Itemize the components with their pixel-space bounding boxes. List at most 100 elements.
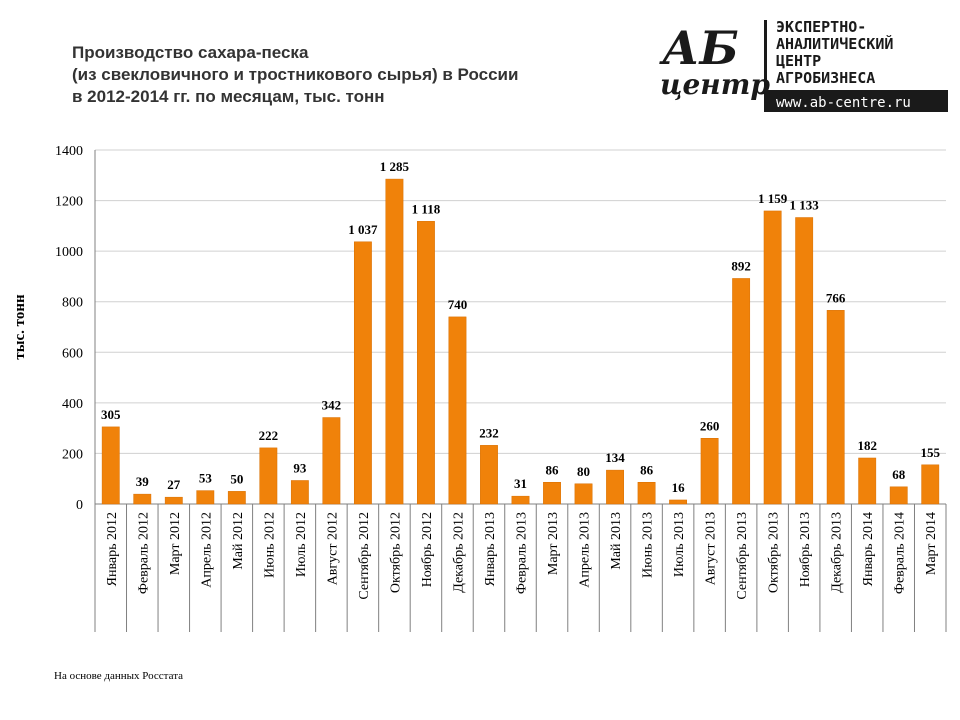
bar (700, 438, 719, 505)
x-tick-label: Январь 2012 (105, 512, 120, 586)
x-tick-label: Декабрь 2012 (451, 512, 466, 593)
data-label: 766 (826, 290, 846, 305)
logo-text-line-1: ЭКСПЕРТНО- (776, 18, 866, 36)
data-label: 1 118 (412, 201, 441, 216)
x-tick-label: Март 2013 (546, 512, 561, 575)
y-axis-title: тыс. тонн (12, 294, 28, 360)
bar (322, 417, 341, 505)
y-tick-label: 1400 (55, 144, 83, 159)
data-label: 134 (605, 450, 625, 465)
data-label: 27 (167, 477, 181, 492)
y-tick-label: 600 (62, 346, 83, 361)
source-note: На основе данных Росстата (54, 670, 184, 682)
x-tick-label: Ноябрь 2012 (420, 512, 435, 587)
bar (353, 241, 372, 505)
data-label: 1 285 (380, 159, 410, 174)
logo-text-line-3: ЦЕНТР (776, 52, 821, 70)
data-label: 182 (857, 438, 877, 453)
chart-title-line-2: (из свекловичного и тростникового сырья)… (72, 65, 519, 84)
bar (637, 482, 656, 505)
logo-mark-top: АБ (659, 21, 739, 75)
x-tick-label: Март 2012 (168, 512, 183, 575)
bar (227, 491, 246, 505)
bar (448, 316, 467, 505)
data-label: 80 (577, 464, 590, 479)
x-tick-label: Июнь 2012 (262, 512, 277, 578)
y-tick-label: 0 (76, 498, 83, 513)
logo-url-band (766, 90, 948, 112)
x-tick-label: Октябрь 2013 (767, 512, 782, 593)
x-tick-label: Март 2014 (924, 512, 939, 575)
x-tick-label: Июнь 2013 (641, 512, 656, 578)
x-tick-label: Январь 2014 (861, 512, 876, 586)
x-tick-label: Ноябрь 2013 (798, 512, 813, 587)
data-label: 16 (672, 480, 686, 495)
bar (196, 490, 215, 505)
y-tick-label: 200 (62, 447, 83, 462)
bar (669, 499, 688, 505)
bar (417, 221, 435, 505)
data-label: 86 (546, 462, 560, 477)
bar (826, 310, 845, 505)
data-label: 1 133 (790, 198, 820, 213)
bar (732, 278, 751, 505)
chart-title-line-1: Производство сахара-песка (72, 43, 309, 62)
bar (574, 483, 593, 505)
x-tick-label: Декабрь 2013 (830, 512, 845, 593)
x-tick-label: Февраль 2012 (136, 512, 151, 594)
x-tick-label: Сентябрь 2013 (735, 512, 750, 600)
bar (763, 210, 782, 505)
logo-text-line-2: АНАЛИТИЧЕСКИЙ (776, 34, 893, 53)
data-label: 892 (731, 258, 751, 273)
data-label: 50 (230, 471, 243, 486)
y-tick-label: 800 (62, 296, 83, 311)
x-tick-label: Май 2012 (231, 512, 246, 570)
data-label: 260 (700, 418, 720, 433)
logo-text-line-4: АГРОБИЗНЕСА (776, 69, 875, 87)
bar (606, 469, 624, 505)
data-label: 1 159 (758, 191, 788, 206)
data-label: 86 (640, 462, 654, 477)
bar (543, 482, 561, 505)
logo-divider (764, 20, 767, 112)
y-tick-label: 1200 (55, 195, 83, 210)
x-tick-label: Сентябрь 2012 (357, 512, 372, 600)
x-tick-label: Октябрь 2012 (388, 512, 403, 593)
data-label: 1 037 (348, 222, 378, 237)
bar (511, 495, 530, 505)
bar (164, 496, 183, 505)
data-label: 155 (920, 445, 940, 460)
bar (290, 480, 309, 505)
x-tick-label: Февраль 2014 (893, 512, 908, 594)
data-label: 39 (136, 474, 150, 489)
data-label: 31 (514, 476, 527, 491)
data-label: 740 (448, 297, 468, 312)
bar (480, 445, 498, 505)
bar (795, 217, 814, 505)
logo-url: www.ab-centre.ru (776, 95, 911, 111)
bar (921, 464, 940, 505)
logo-mark-bottom: центр (660, 68, 770, 101)
x-tick-label: Февраль 2013 (515, 512, 530, 594)
data-label: 342 (322, 398, 342, 413)
data-label: 68 (892, 467, 906, 482)
bar (889, 486, 908, 505)
chart-title: Производство сахара-песка (из свекловичн… (72, 42, 592, 108)
x-tick-label: Апрель 2013 (578, 512, 593, 588)
x-tick-label: Август 2012 (325, 512, 340, 585)
y-tick-label: 400 (62, 397, 83, 412)
data-label: 305 (101, 407, 121, 422)
x-tick-label: Апрель 2012 (199, 512, 214, 588)
bar (133, 493, 152, 505)
x-tick-label: Июль 2012 (294, 512, 309, 577)
bar (385, 178, 404, 505)
data-label: 232 (479, 425, 499, 440)
x-tick-label: Июль 2013 (672, 512, 687, 577)
bar (101, 426, 120, 505)
data-label: 222 (259, 428, 279, 443)
y-tick-label: 1000 (55, 245, 83, 260)
x-tick-label: Май 2013 (609, 512, 624, 570)
chart-title-line-3: в 2012-2014 гг. по месяцам, тыс. тонн (72, 87, 385, 106)
x-tick-label: Август 2013 (704, 512, 719, 585)
